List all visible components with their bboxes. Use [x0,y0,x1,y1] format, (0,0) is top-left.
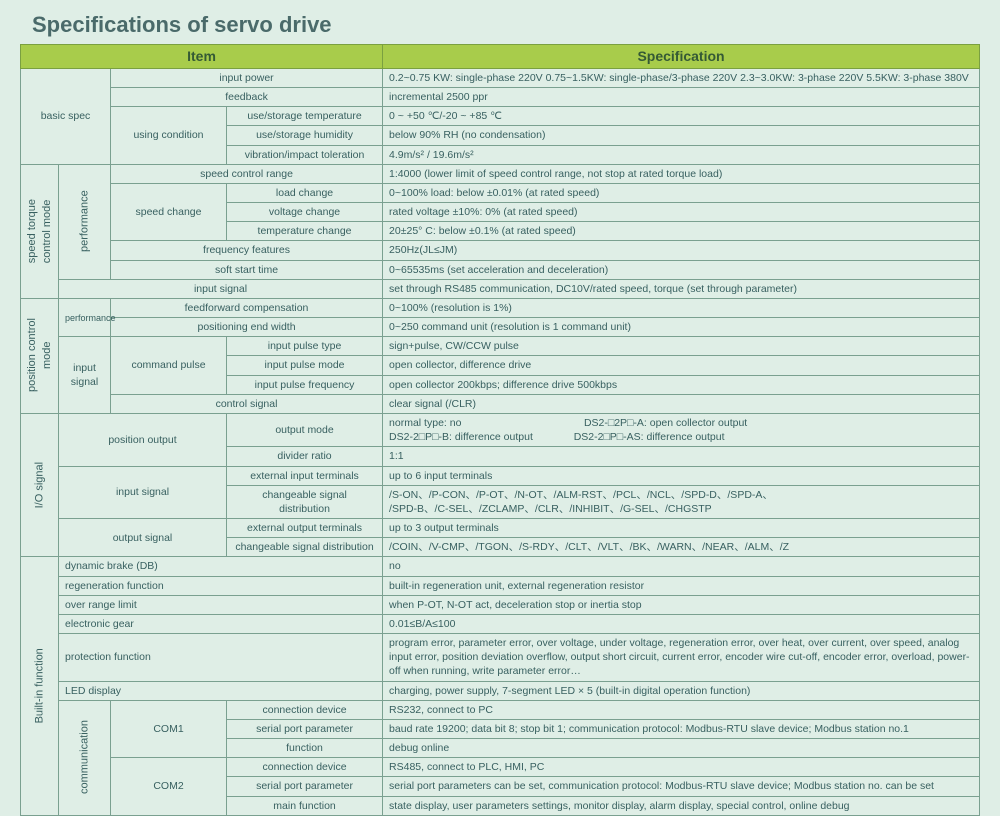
row-value: 20±25° C: below ±0.1% (at rated speed) [383,222,980,241]
row-label: divider ratio [227,447,383,466]
row-label: serial port parameter [227,719,383,738]
com2-label: COM2 [111,758,227,816]
row-value: normal type: no DS2-□2P□-A: open collect… [383,413,980,446]
row-value: below 90% RH (no condensation) [383,126,980,145]
row-label: input pulse frequency [227,375,383,394]
row-label: soft start time [111,260,383,279]
row-value: baud rate 19200; data bit 8; stop bit 1;… [383,719,980,738]
row-label: input signal [59,279,383,298]
row-label: speed control range [111,164,383,183]
row-label: control signal [111,394,383,413]
row-value: charging, power supply, 7-segment LED × … [383,681,980,700]
row-value: serial port parameters can be set, commu… [383,777,980,796]
row-value: program error, parameter error, over vol… [383,634,980,682]
position-output-label: position output [59,413,227,466]
row-label: output mode [227,413,383,446]
row-value: set through RS485 communication, DC10V/r… [383,279,980,298]
using-condition-label: using condition [111,107,227,165]
row-value: 1:4000 (lower limit of speed control ran… [383,164,980,183]
row-value: clear signal (/CLR) [383,394,980,413]
row-label: dynamic brake (DB) [59,557,383,576]
row-label: main function [227,796,383,815]
row-value: open collector, difference drive [383,356,980,375]
io-output-signal-label: output signal [59,519,227,557]
row-value: 250Hz(JL≤JM) [383,241,980,260]
row-value: incremental 2500 ppr [383,88,980,107]
row-label: input pulse type [227,337,383,356]
row-label: positioning end width [111,318,383,337]
io-input-signal-label: input signal [59,466,227,519]
row-label: temperature change [227,222,383,241]
table-header-row: Item Specification [21,45,980,69]
row-value: 4.9m/s² / 19.6m/s² [383,145,980,164]
row-label: function [227,739,383,758]
row-label: electronic gear [59,614,383,633]
row-label: feedback [111,88,383,107]
speed-change-label: speed change [111,183,227,241]
row-label: protection function [59,634,383,682]
row-value: RS485, connect to PLC, HMI, PC [383,758,980,777]
col-spec: Specification [383,45,980,69]
spec-table: Item Specification basic spec input powe… [20,44,980,816]
row-label: feedforward compensation [111,298,383,317]
row-value: up to 6 input terminals [383,466,980,485]
row-value: open collector 200kbps; difference drive… [383,375,980,394]
row-value: 0~100% (resolution is 1%) [383,298,980,317]
row-label: LED display [59,681,383,700]
row-label: changeable signal distribution [227,485,383,518]
row-value: sign+pulse, CW/CCW pulse [383,337,980,356]
row-value: debug online [383,739,980,758]
pcm-input-signal: input signal [59,337,111,414]
row-label: serial port parameter [227,777,383,796]
row-label: connection device [227,758,383,777]
row-label: voltage change [227,203,383,222]
col-item: Item [21,45,383,69]
row-value: /COIN、/V-CMP、/TGON、/S-RDY、/CLT、/VLT、/BK、… [383,538,980,557]
row-label: external output terminals [227,519,383,538]
pcm-perf: performance [59,298,111,336]
row-label: connection device [227,700,383,719]
row-value: 0 ~ +50 ℃/-20 ~ +85 ℃ [383,107,980,126]
row-label: external input terminals [227,466,383,485]
row-value: built-in regeneration unit, external reg… [383,576,980,595]
row-value: no [383,557,980,576]
row-label: load change [227,183,383,202]
builtin-label: Built-in function [21,557,59,815]
row-value: up to 3 output terminals [383,519,980,538]
pcm-label: position control mode [21,298,59,413]
row-label: frequency features [111,241,383,260]
communication-label: communication [59,700,111,815]
row-label: regeneration function [59,576,383,595]
row-value: RS232, connect to PC [383,700,980,719]
row-label: input pulse mode [227,356,383,375]
row-value: 0.2~0.75 KW: single-phase 220V 0.75~1.5K… [383,68,980,87]
row-value: 0~250 command unit (resolution is 1 comm… [383,318,980,337]
row-label: over range limit [59,595,383,614]
row-value: 0.01≤B/A≤100 [383,614,980,633]
row-value: 0~100% load: below ±0.01% (at rated spee… [383,183,980,202]
page-title: Specifications of servo drive [32,12,980,38]
row-label: use/storage temperature [227,107,383,126]
row-value: state display, user parameters settings,… [383,796,980,815]
basic-spec-label: basic spec [21,68,111,164]
com1-label: COM1 [111,700,227,758]
stc-perf: performance [59,164,111,279]
row-label: vibration/impact toleration [227,145,383,164]
stc-label: speed torque control mode [21,164,59,298]
row-value: 1:1 [383,447,980,466]
row-value: rated voltage ±10%: 0% (at rated speed) [383,203,980,222]
command-pulse-label: command pulse [111,337,227,395]
row-label: input power [111,68,383,87]
row-label: changeable signal distribution [227,538,383,557]
io-label: I/O signal [21,413,59,556]
row-value: when P-OT, N-OT act, deceleration stop o… [383,595,980,614]
row-value: 0~65535ms (set acceleration and decelera… [383,260,980,279]
row-label: use/storage humidity [227,126,383,145]
row-value: /S-ON、/P-CON、/P-OT、/N-OT、/ALM-RST、/PCL、/… [383,485,980,518]
